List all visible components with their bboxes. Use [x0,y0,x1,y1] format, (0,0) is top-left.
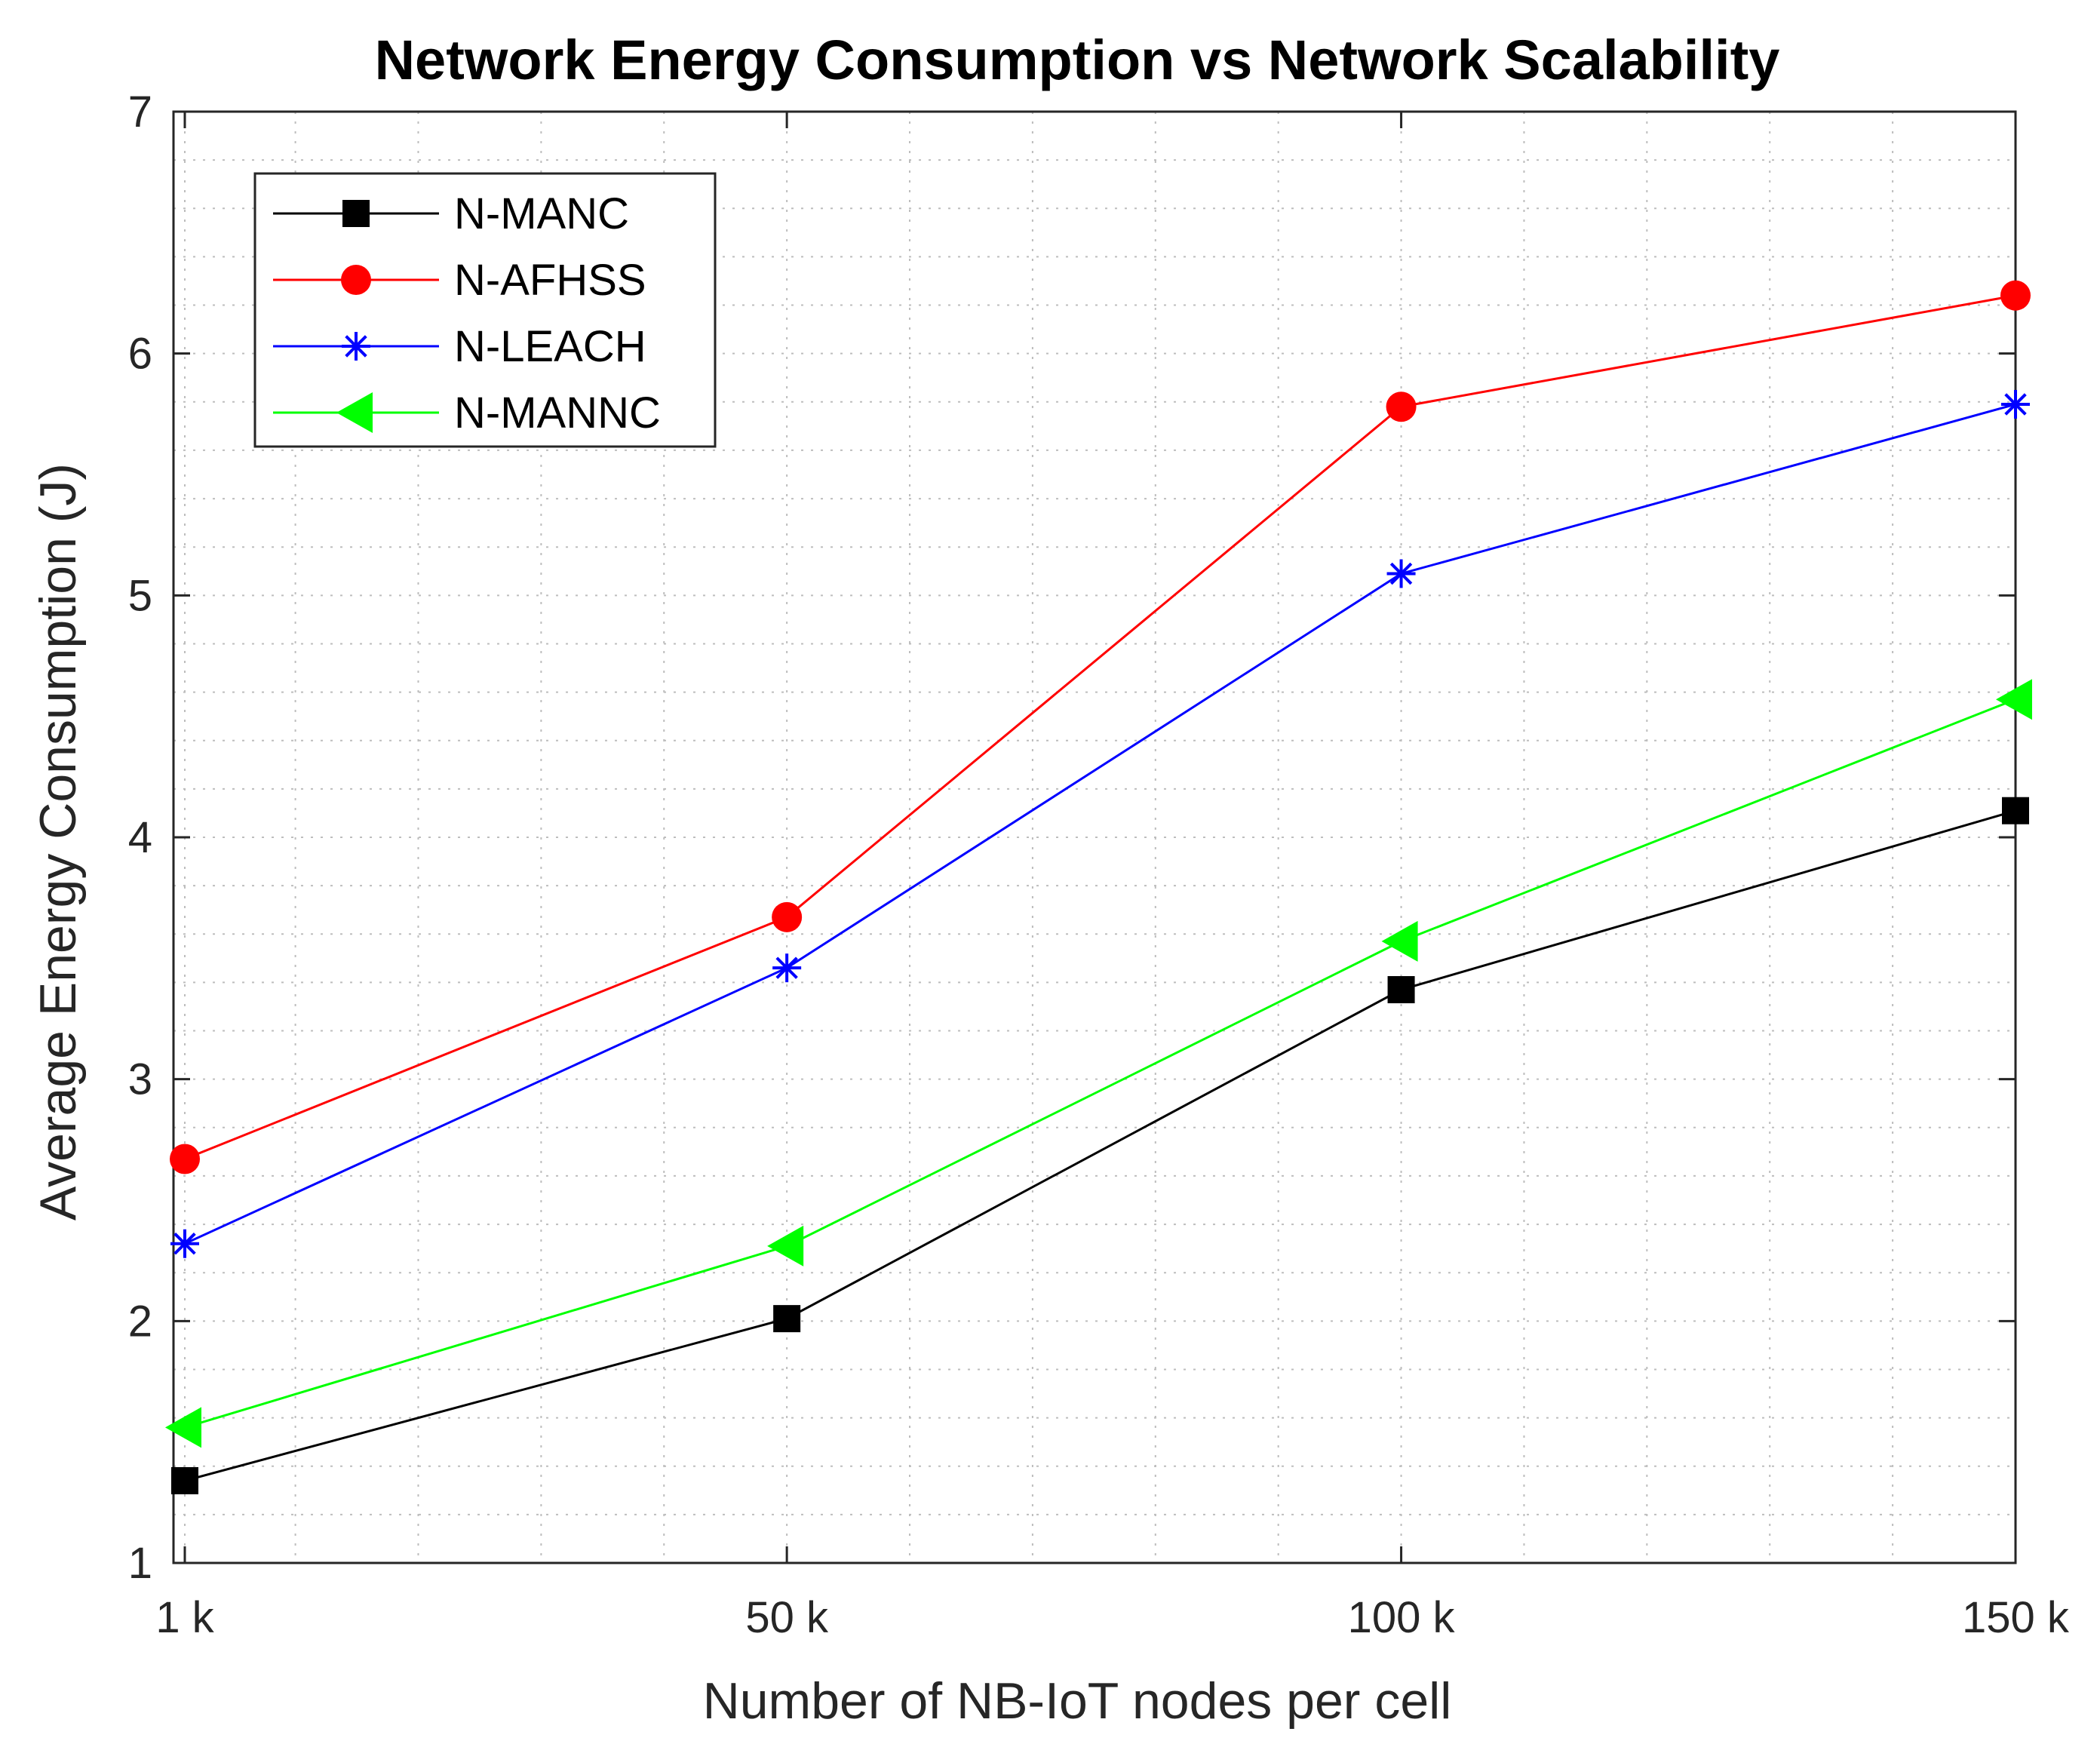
x-axis-label: Number of NB-IoT nodes per cell [703,1672,1452,1730]
legend-item-n-leach: N-LEACH [273,322,646,371]
data-point-n-afhss [1386,391,1417,422]
x-tick-label: 1 k [155,1593,214,1642]
grid-layer [173,112,2016,1563]
data-point-n-mannc [767,1225,804,1266]
y-tick-label: 3 [128,1055,152,1104]
series-line-n-mannc [184,698,2016,1429]
data-point-n-manc [2002,797,2029,824]
data-point-n-afhss [170,1144,200,1174]
series-n-mannc [165,679,2032,1448]
x-tick-label: 50 k [745,1593,829,1642]
y-tick-label: 2 [128,1297,152,1346]
legend-marker-n-leach [342,332,370,361]
series-n-leach [170,390,2030,1258]
data-point-n-leach [170,1229,199,1258]
series-line-n-manc [184,809,2016,1482]
data-point-n-leach [1386,559,1416,588]
legend-box [253,172,717,448]
data-point-n-leach [772,953,802,983]
data-point-n-manc [1387,976,1415,1004]
series-layer [165,280,2032,1494]
legend-marker-n-afhss [341,265,371,295]
chart-title: Network Energy Consumption vs Network Sc… [375,29,1780,91]
axis-ticks: 1 k 50 k 100 k 150 k 1 2 3 4 5 6 7 [128,88,2070,1642]
data-point-n-mannc [1381,920,1418,962]
legend-label-n-leach: N-LEACH [454,322,646,371]
legend-label-n-afhss: N-AFHSS [454,256,646,305]
series-line-n-afhss [184,294,2016,1160]
y-tick-label: 7 [128,88,152,137]
data-point-n-leach [2001,390,2030,419]
legend: N-MANC N-AFHSS N-LEACH N-MANNC [253,172,717,448]
legend-marker-n-manc [342,200,370,227]
x-tick-label: 150 k [1962,1593,2070,1642]
y-tick-label: 4 [128,813,152,862]
legend-marker-n-mannc [336,392,373,433]
data-point-n-mannc [165,1407,201,1448]
y-tick-label: 5 [128,571,152,620]
legend-item-n-afhss: N-AFHSS [273,256,646,305]
y-tick-label: 6 [128,330,152,379]
data-point-n-manc [171,1466,198,1494]
series-line-n-leach [184,403,2016,1245]
legend-label-n-mannc: N-MANNC [454,388,661,438]
data-point-n-manc [773,1305,801,1333]
data-point-n-afhss [2000,280,2031,311]
legend-item-n-mannc: N-MANNC [273,388,661,438]
y-axis-label: Average Energy Consumption (J) [29,463,87,1220]
series-n-manc [171,797,2029,1494]
series-n-afhss [170,280,2031,1174]
data-point-n-mannc [1996,679,2032,720]
legend-entries: N-MANC N-AFHSS N-LEACH N-MANNC [273,189,661,438]
legend-item-n-manc: N-MANC [273,189,629,238]
x-tick-label: 100 k [1348,1593,1456,1642]
legend-label-n-manc: N-MANC [454,189,629,238]
data-point-n-afhss [772,901,803,932]
y-tick-label: 1 [128,1539,152,1588]
